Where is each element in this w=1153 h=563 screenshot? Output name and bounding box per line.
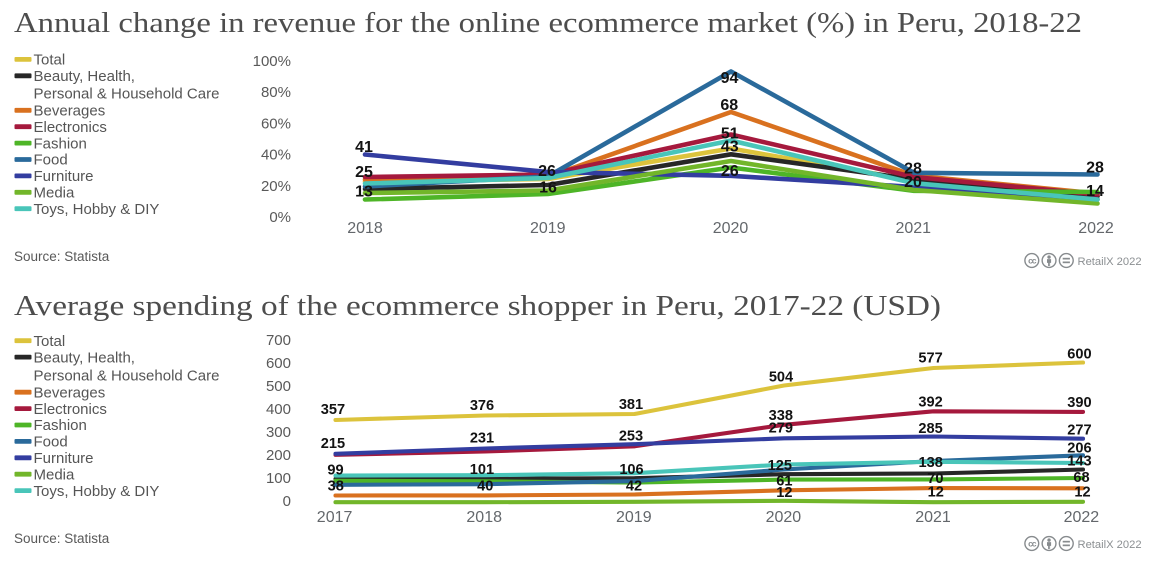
svg-text:100: 100	[266, 470, 291, 487]
svg-text:Annual change in revenue for t: Annual change in revenue for the online …	[14, 8, 1082, 39]
svg-text:41: 41	[355, 139, 373, 156]
svg-text:cc: cc	[1028, 255, 1037, 265]
svg-text:2021: 2021	[895, 220, 931, 237]
svg-text:13: 13	[355, 183, 373, 200]
svg-text:Beverages: Beverages	[34, 103, 106, 120]
svg-text:cc: cc	[1028, 538, 1037, 548]
svg-text:Electronics: Electronics	[34, 119, 107, 136]
svg-text:2021: 2021	[915, 509, 951, 526]
svg-text:99: 99	[327, 462, 343, 478]
svg-text:RetailX 2022: RetailX 2022	[1078, 539, 1142, 551]
svg-text:381: 381	[619, 397, 643, 413]
svg-text:43: 43	[721, 139, 739, 156]
svg-text:2019: 2019	[530, 220, 566, 237]
svg-text:68: 68	[720, 97, 738, 114]
svg-text:94: 94	[721, 70, 739, 87]
svg-text:700: 700	[266, 332, 291, 349]
svg-text:0%: 0%	[269, 209, 291, 226]
svg-text:70: 70	[927, 471, 943, 487]
svg-text:Toys, Hobby & DIY: Toys, Hobby & DIY	[34, 483, 160, 500]
svg-text:600: 600	[266, 355, 291, 372]
svg-text:100%: 100%	[253, 53, 291, 70]
svg-text:2019: 2019	[616, 509, 652, 526]
svg-text:Media: Media	[34, 185, 76, 202]
svg-text:2020: 2020	[713, 220, 749, 237]
svg-text:206: 206	[1067, 441, 1091, 457]
svg-text:577: 577	[918, 350, 942, 366]
svg-text:Food: Food	[34, 152, 68, 169]
svg-text:143: 143	[1067, 454, 1091, 470]
svg-text:Total: Total	[34, 333, 66, 350]
svg-text:200: 200	[266, 447, 291, 464]
svg-text:42: 42	[626, 478, 642, 494]
svg-text:390: 390	[1067, 395, 1091, 411]
svg-text:68: 68	[1073, 470, 1089, 486]
svg-text:504: 504	[769, 370, 794, 386]
svg-text:138: 138	[919, 455, 943, 471]
svg-text:2018: 2018	[466, 509, 502, 526]
svg-text:26: 26	[721, 163, 739, 180]
svg-text:40: 40	[477, 479, 493, 495]
svg-text:0: 0	[283, 493, 291, 510]
svg-text:Furniture: Furniture	[34, 168, 94, 185]
svg-text:28: 28	[904, 160, 922, 177]
svg-text:2020: 2020	[766, 509, 802, 526]
svg-text:Media: Media	[34, 466, 76, 483]
svg-text:500: 500	[266, 378, 291, 395]
svg-text:392: 392	[918, 395, 942, 411]
svg-text:101: 101	[470, 462, 494, 478]
svg-text:40%: 40%	[261, 147, 291, 164]
svg-text:Source: Statista: Source: Statista	[14, 531, 110, 546]
svg-text:357: 357	[321, 402, 345, 418]
svg-text:Personal & Household Care: Personal & Household Care	[34, 367, 220, 384]
svg-text:28: 28	[1086, 159, 1104, 176]
svg-text:38: 38	[328, 478, 344, 494]
svg-text:376: 376	[470, 398, 494, 414]
svg-text:Personal & Household Care: Personal & Household Care	[34, 85, 220, 102]
svg-text:16: 16	[539, 179, 557, 196]
svg-text:Total: Total	[34, 52, 66, 69]
svg-text:600: 600	[1067, 347, 1091, 363]
svg-text:20%: 20%	[261, 178, 291, 195]
svg-text:60%: 60%	[261, 115, 291, 132]
svg-text:20: 20	[904, 174, 922, 191]
svg-text:Electronics: Electronics	[34, 401, 107, 418]
svg-text:400: 400	[266, 401, 291, 418]
svg-text:125: 125	[768, 458, 792, 474]
svg-text:Beverages: Beverages	[34, 384, 106, 401]
svg-text:2022: 2022	[1064, 509, 1100, 526]
svg-text:Food: Food	[34, 434, 68, 451]
svg-text:231: 231	[470, 431, 494, 447]
svg-text:Fashion: Fashion	[34, 417, 87, 434]
svg-text:RetailX 2022: RetailX 2022	[1078, 256, 1142, 268]
svg-text:Beauty, Health,: Beauty, Health,	[34, 68, 135, 85]
svg-text:12: 12	[776, 485, 792, 501]
svg-text:2022: 2022	[1078, 220, 1114, 237]
svg-text:Fashion: Fashion	[34, 135, 87, 152]
svg-text:25: 25	[355, 164, 373, 181]
svg-text:26: 26	[538, 163, 556, 180]
svg-text:Beauty, Health,: Beauty, Health,	[34, 349, 135, 366]
svg-text:12: 12	[1074, 485, 1090, 501]
svg-text:106: 106	[619, 462, 643, 478]
svg-text:253: 253	[619, 428, 643, 444]
svg-text:215: 215	[321, 436, 345, 452]
svg-text:300: 300	[266, 424, 291, 441]
svg-text:Average spending of the ecomme: Average spending of the ecommerce shoppe…	[14, 291, 941, 322]
svg-text:51: 51	[721, 125, 739, 142]
svg-text:61: 61	[776, 474, 792, 490]
svg-text:Toys, Hobby & DIY: Toys, Hobby & DIY	[34, 201, 160, 218]
svg-text:285: 285	[918, 421, 942, 437]
svg-text:2018: 2018	[347, 220, 383, 237]
svg-text:338: 338	[769, 408, 793, 424]
svg-text:12: 12	[928, 485, 944, 501]
svg-text:2017: 2017	[317, 509, 353, 526]
svg-text:277: 277	[1067, 423, 1091, 439]
svg-text:80%: 80%	[261, 84, 291, 101]
svg-text:14: 14	[1086, 183, 1104, 200]
svg-text:Furniture: Furniture	[34, 450, 94, 467]
svg-text:Source: Statista: Source: Statista	[14, 249, 110, 264]
svg-text:279: 279	[769, 420, 793, 436]
